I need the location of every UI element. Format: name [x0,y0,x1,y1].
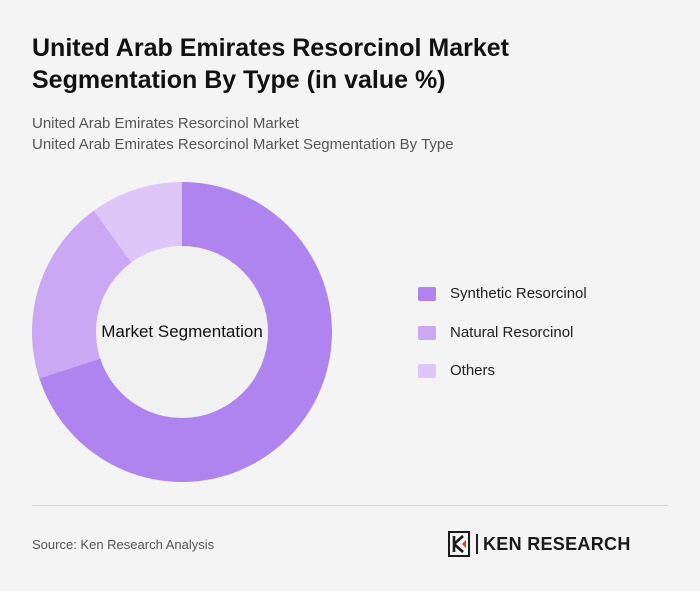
donut-hole [96,246,268,418]
donut-chart [31,182,332,482]
chart-subtitle-segmentation: United Arab Emirates Resorcinol Market S… [32,136,454,153]
legend-swatch-others [418,364,436,378]
legend-label-others: Others [450,362,496,379]
chart-legend: Synthetic Resorcinol Natural Resorcinol Ot… [418,281,678,397]
chart-subtitle-market: United Arab Emirates Resorcinol Market [32,115,299,132]
legend-swatch-synthetic-resorcinol [418,287,436,301]
ken-research-logo-mark-icon [448,531,470,557]
legend-swatch-natural-resorcinol [418,325,436,340]
legend-label-natural-resorcinol: Natural Resorcinol [450,323,574,341]
legend-item-natural-resorcinol: Natural Resorcinol [418,320,678,346]
footer-divider [32,505,668,506]
legend-item-others: Others [418,358,678,384]
legend-item-synthetic-resorcinol: Synthetic Resorcinol [418,281,678,307]
legend-label-synthetic-resorcinol: Synthetic Resorcinol [450,285,587,302]
source-note: Source: Ken Research Analysis [32,537,215,552]
chart-title: United Arab Emirates Resorcinol Market S… [32,34,509,94]
ken-research-logo-text: KEN RESEARCH [483,534,631,554]
ken-research-logo: KEN RESEARCH [448,529,670,559]
ken-research-logo-divider [476,534,478,554]
donut-center-label: Market Segmentation [101,322,263,341]
